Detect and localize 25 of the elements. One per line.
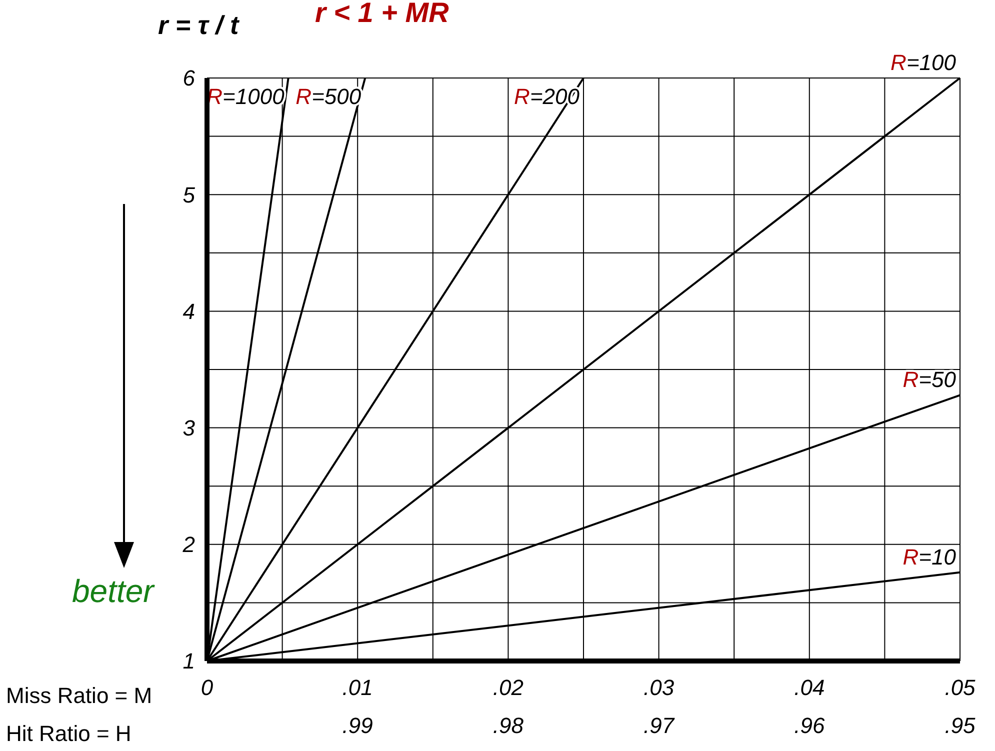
chart-title: r < 1 + MR: [315, 0, 450, 28]
series-label: R=50: [902, 367, 957, 392]
x2-tick-label: .99: [342, 713, 373, 738]
x-tick-label: .02: [492, 675, 524, 700]
text: better: [72, 573, 156, 609]
y-tick-label: 2: [182, 532, 195, 558]
y-tick-label: 1: [182, 648, 195, 674]
x-tick-label: .05: [944, 675, 976, 700]
y-tick-label: 5: [182, 182, 196, 208]
series-label: R=100: [890, 50, 957, 75]
x-tick-label: .03: [644, 675, 675, 700]
x2-tick-label: .96: [794, 713, 826, 738]
y-tick-label: 4: [182, 298, 195, 324]
x2-tick-label: .98: [492, 713, 524, 738]
x-tick-label: .04: [794, 675, 825, 700]
y-axis-title: r = τ / t: [158, 10, 240, 40]
series-label: R=10: [902, 544, 957, 570]
x2-tick-label: .95: [944, 713, 976, 738]
y-tick-label: 6: [182, 66, 196, 91]
y-tick-label: 3: [182, 416, 196, 440]
x-tick-label: .01: [342, 675, 373, 700]
x-axis-title: Miss Ratio = M: [6, 683, 152, 708]
x-tick-label: 0: [200, 675, 214, 700]
x2-axis-title: Hit Ratio = H: [6, 721, 132, 746]
x2-tick-label: .97: [644, 713, 675, 738]
